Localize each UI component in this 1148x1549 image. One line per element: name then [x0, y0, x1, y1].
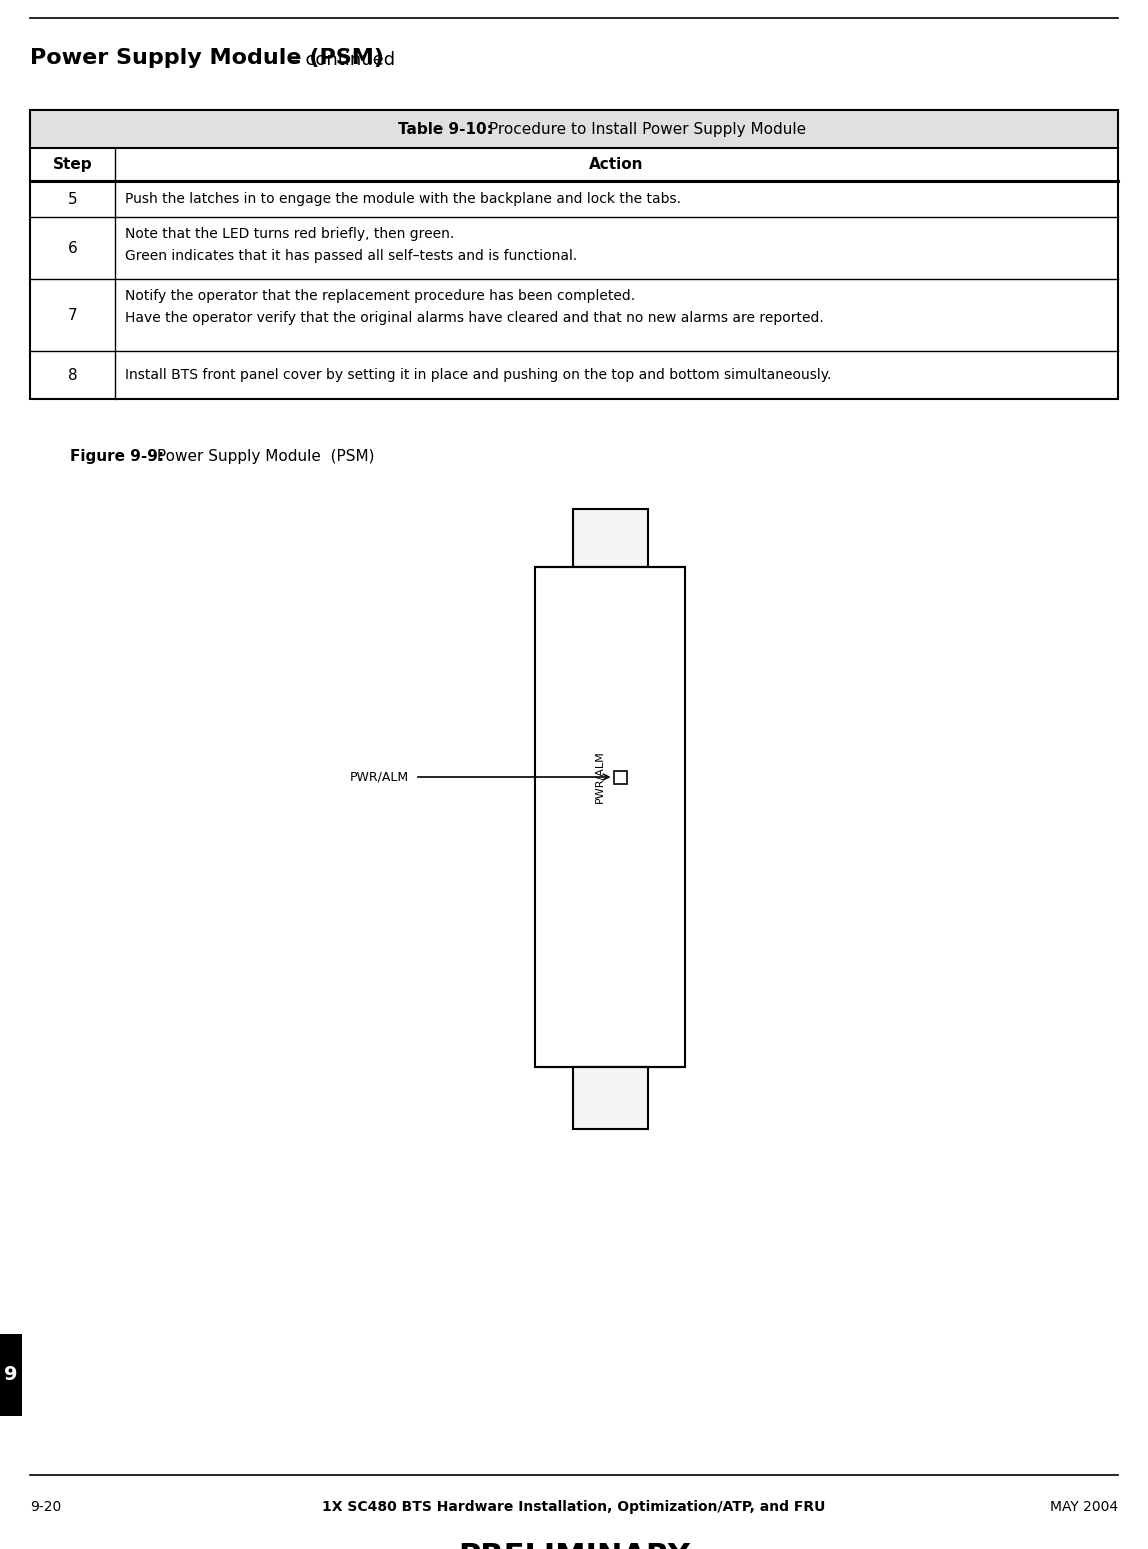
Bar — [573, 510, 647, 567]
Text: Have the operator verify that the original alarms have cleared and that no new a: Have the operator verify that the origin… — [125, 311, 824, 325]
Text: 1X SC480 BTS Hardware Installation, Optimization/ATP, and FRU: 1X SC480 BTS Hardware Installation, Opti… — [323, 1499, 825, 1513]
Text: Procedure to Install Power Supply Module: Procedure to Install Power Supply Module — [483, 121, 806, 136]
Bar — [535, 567, 685, 1067]
Text: 9-20: 9-20 — [30, 1499, 61, 1513]
Text: Green indicates that it has passed all self–tests and is functional.: Green indicates that it has passed all s… — [125, 249, 577, 263]
Text: Figure 9-9:: Figure 9-9: — [70, 449, 164, 465]
Text: MAY 2004: MAY 2004 — [1050, 1499, 1118, 1513]
Bar — [613, 770, 627, 784]
Text: 7: 7 — [68, 308, 77, 322]
Bar — [30, 110, 1118, 149]
Text: Power Supply Module (PSM): Power Supply Module (PSM) — [30, 48, 383, 68]
Text: PRELIMINARY: PRELIMINARY — [458, 1541, 690, 1549]
Text: Table 9-10:: Table 9-10: — [398, 121, 492, 136]
Text: Push the latches in to engage the module with the backplane and lock the tabs.: Push the latches in to engage the module… — [125, 192, 681, 206]
Text: 6: 6 — [68, 240, 77, 256]
Bar — [573, 1067, 647, 1129]
Text: Install BTS front panel cover by setting it in place and pushing on the top and : Install BTS front panel cover by setting… — [125, 369, 831, 383]
Text: Notify the operator that the replacement procedure has been completed.: Notify the operator that the replacement… — [125, 290, 635, 304]
Text: 5: 5 — [68, 192, 77, 206]
Text: Power Supply Module  (PSM): Power Supply Module (PSM) — [153, 449, 375, 465]
Text: Step: Step — [53, 156, 92, 172]
Bar — [30, 110, 1118, 400]
Text: Note that the LED turns red briefly, then green.: Note that the LED turns red briefly, the… — [125, 228, 455, 242]
Text: Action: Action — [589, 156, 644, 172]
Text: PWR/ALM: PWR/ALM — [595, 751, 605, 804]
Text: 9: 9 — [5, 1366, 17, 1385]
Text: – continued: – continued — [285, 51, 395, 70]
Bar — [0, 1334, 22, 1416]
Text: PWR/ALM: PWR/ALM — [350, 770, 409, 784]
Text: 8: 8 — [68, 367, 77, 383]
